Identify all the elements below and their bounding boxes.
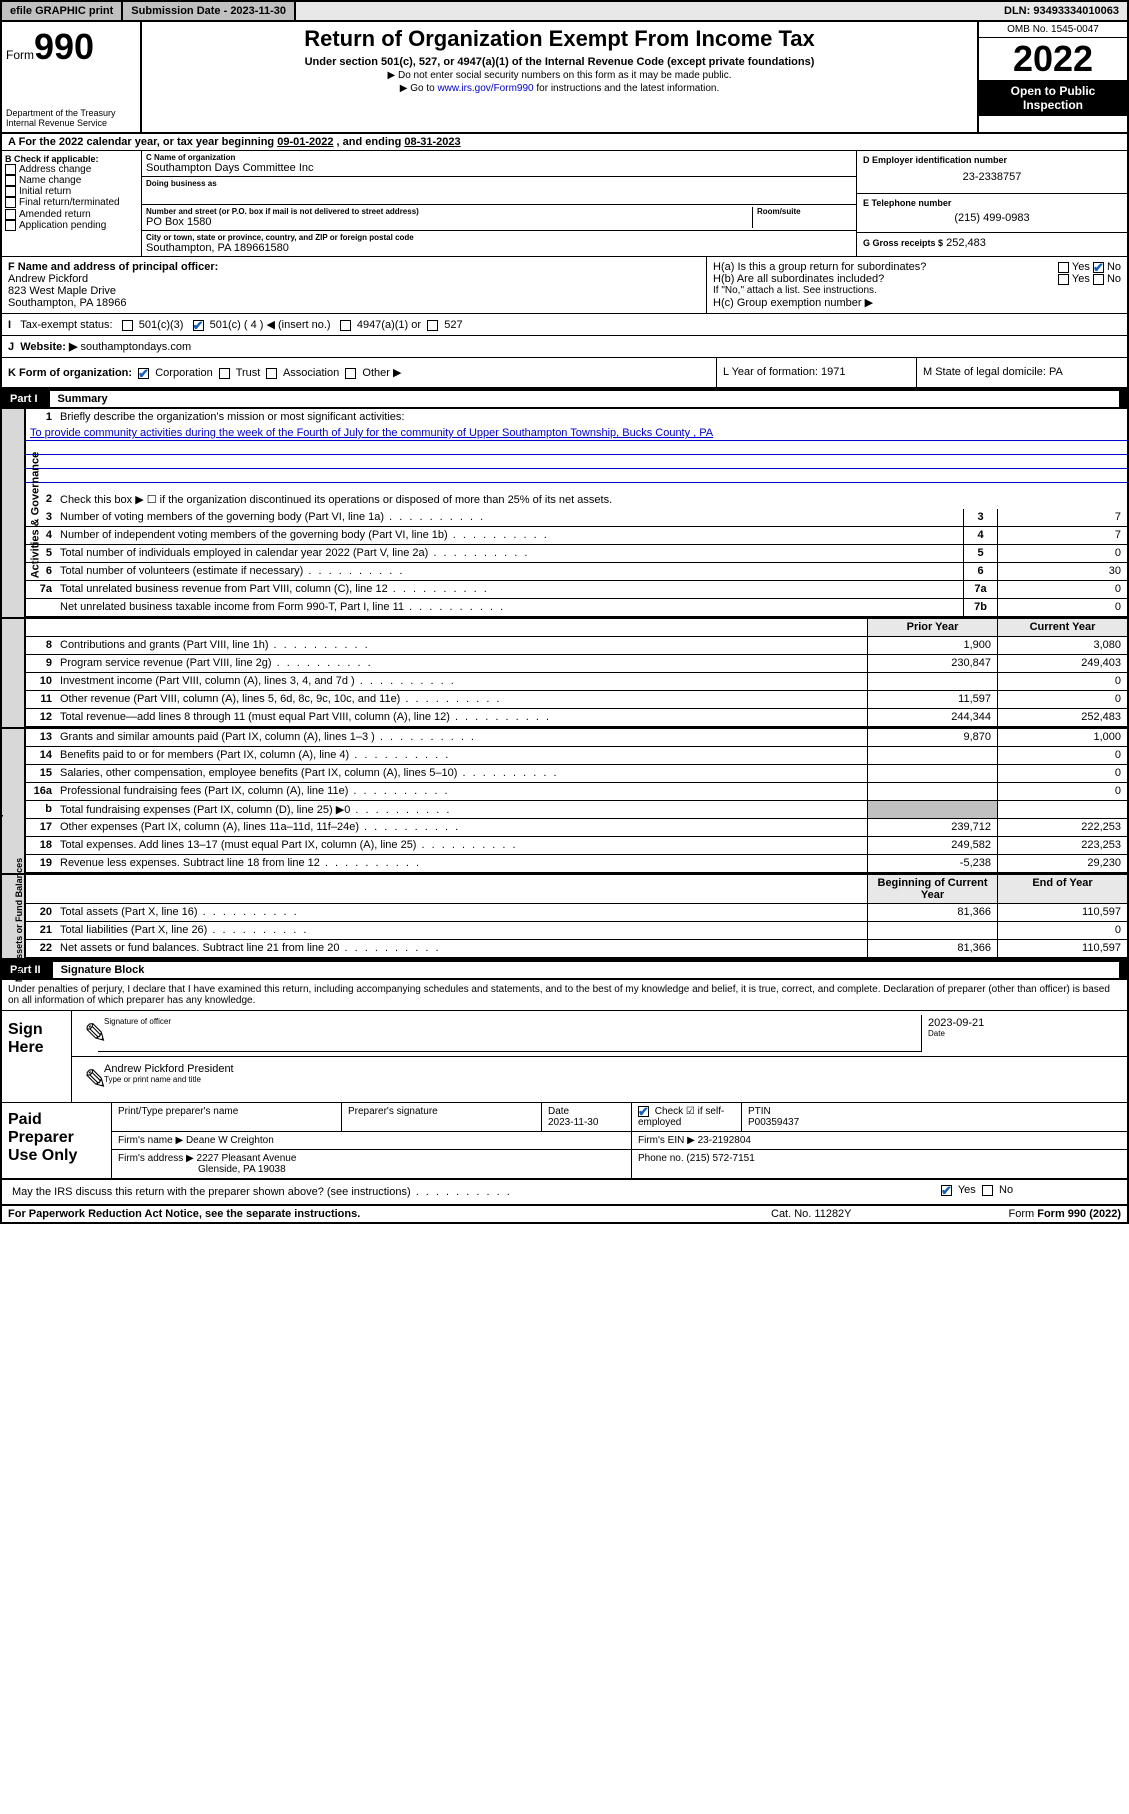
form-990: Form990 Department of the Treasury Inter… — [0, 22, 1129, 1224]
form-header: Form990 Department of the Treasury Inter… — [2, 22, 1127, 134]
ein: 23-2338757 — [863, 165, 1121, 189]
row-i-tax-status: I Tax-exempt status: 501(c)(3) 501(c) ( … — [2, 314, 1127, 336]
summary-row: 13Grants and similar amounts paid (Part … — [26, 729, 1127, 747]
discuss-row: May the IRS discuss this return with the… — [2, 1180, 1127, 1206]
summary-row: 8Contributions and grants (Part VIII, li… — [26, 637, 1127, 655]
summary-row: 15Salaries, other compensation, employee… — [26, 765, 1127, 783]
year-formation: L Year of formation: 1971 — [717, 358, 917, 387]
col-b-checkboxes: B Check if applicable: Address change Na… — [2, 151, 142, 256]
submission-date-button[interactable]: Submission Date - 2023-11-30 — [123, 2, 296, 20]
check-name-change[interactable]: Name change — [5, 175, 138, 186]
state-domicile: M State of legal domicile: PA — [917, 358, 1127, 387]
summary-row: 22Net assets or fund balances. Subtract … — [26, 940, 1127, 958]
officer-addr1: 823 West Maple Drive — [8, 285, 700, 297]
check-self-employed[interactable] — [638, 1106, 649, 1117]
ptin: P00359437 — [748, 1117, 799, 1128]
summary-row: 6Total number of volunteers (estimate if… — [26, 563, 1127, 581]
part-2-header: Part II Signature Block — [2, 960, 1127, 980]
row-k-l-m: K Form of organization: Corporation Trus… — [2, 358, 1127, 389]
summary-row: 17Other expenses (Part IX, column (A), l… — [26, 819, 1127, 837]
tax-period: A For the 2022 calendar year, or tax yea… — [2, 134, 1127, 151]
summary-row: 16aProfessional fundraising fees (Part I… — [26, 783, 1127, 801]
summary-row: bTotal fundraising expenses (Part IX, co… — [26, 801, 1127, 819]
form-title: Return of Organization Exempt From Incom… — [150, 26, 969, 52]
row-j-website: J Website: ▶ southamptondays.com — [2, 336, 1127, 358]
check-initial-return[interactable]: Initial return — [5, 186, 138, 197]
summary-row: 10Investment income (Part VIII, column (… — [26, 673, 1127, 691]
gross-receipts: 252,483 — [946, 237, 986, 249]
summary-row: 5Total number of individuals employed in… — [26, 545, 1127, 563]
check-corporation[interactable] — [138, 368, 149, 379]
summary-row: 12Total revenue—add lines 8 through 11 (… — [26, 709, 1127, 727]
check-amended[interactable]: Amended return — [5, 209, 138, 220]
officer-addr2: Southampton, PA 18966 — [8, 297, 700, 309]
summary-row: 20Total assets (Part X, line 16)81,36611… — [26, 904, 1127, 922]
street-address: PO Box 1580 — [146, 216, 752, 228]
summary-row: 3Number of voting members of the governi… — [26, 509, 1127, 527]
sign-date: 2023-09-21 — [928, 1017, 1115, 1029]
firm-name: Deane W Creighton — [186, 1135, 274, 1146]
firm-addr1: 2227 Pleasant Avenue — [197, 1153, 297, 1164]
dept-treasury: Department of the Treasury Internal Reve… — [6, 108, 136, 128]
summary-row: 14Benefits paid to or for members (Part … — [26, 747, 1127, 765]
efile-print-button[interactable]: efile GRAPHIC print — [2, 2, 123, 20]
summary-expenses: Expenses 13Grants and similar amounts pa… — [2, 729, 1127, 875]
row-f-h: F Name and address of principal officer:… — [2, 257, 1127, 314]
summary-net-assets: Net Assets or Fund Balances Beginning of… — [2, 875, 1127, 960]
website: southamptondays.com — [80, 341, 191, 353]
instruction-line-2: ▶ Go to www.irs.gov/Form990 for instruct… — [150, 83, 969, 94]
form-subtitle: Under section 501(c), 527, or 4947(a)(1)… — [150, 56, 969, 68]
summary-row: 21Total liabilities (Part X, line 26)0 — [26, 922, 1127, 940]
prep-date: 2023-11-30 — [548, 1117, 598, 1128]
top-toolbar: efile GRAPHIC print Submission Date - 20… — [0, 0, 1129, 22]
summary-row: Net unrelated business taxable income fr… — [26, 599, 1127, 617]
telephone: (215) 499-0983 — [863, 208, 1121, 228]
signer-name: Andrew Pickford President — [104, 1063, 1115, 1075]
summary-row: 11Other revenue (Part VIII, column (A), … — [26, 691, 1127, 709]
page-footer: For Paperwork Reduction Act Notice, see … — [2, 1206, 1127, 1222]
check-address-change[interactable]: Address change — [5, 164, 138, 175]
open-inspection: Open to Public Inspection — [979, 80, 1127, 116]
penalty-statement: Under penalties of perjury, I declare th… — [2, 980, 1127, 1011]
firm-phone: (215) 572-7151 — [686, 1153, 754, 1164]
summary-row: 4Number of independent voting members of… — [26, 527, 1127, 545]
form-number: 990 — [34, 26, 94, 67]
summary-row: 18Total expenses. Add lines 13–17 (must … — [26, 837, 1127, 855]
check-final-return[interactable]: Final return/terminated — [5, 197, 138, 208]
summary-row: 19Revenue less expenses. Subtract line 1… — [26, 855, 1127, 873]
col-c-org-info: C Name of organizationSouthampton Days C… — [142, 151, 857, 256]
summary-governance: Activities & Governance 1Briefly describ… — [2, 409, 1127, 619]
check-501c[interactable] — [193, 320, 204, 331]
summary-revenue: Revenue Prior YearCurrent Year 8Contribu… — [2, 619, 1127, 729]
instruction-line-1: ▶ Do not enter social security numbers o… — [150, 70, 969, 81]
discuss-yes[interactable] — [941, 1185, 952, 1196]
firm-addr2: Glenside, PA 19038 — [198, 1164, 286, 1175]
paid-preparer: Paid Preparer Use Only Print/Type prepar… — [2, 1103, 1127, 1180]
check-pending[interactable]: Application pending — [5, 220, 138, 231]
firm-ein: 23-2192804 — [698, 1135, 751, 1146]
sign-here-row: Sign Here ✎ Signature of officer 2023-09… — [2, 1011, 1127, 1103]
discuss-no[interactable] — [982, 1185, 993, 1196]
city-state-zip: Southampton, PA 189661580 — [146, 242, 852, 254]
col-d-e-g: D Employer identification number23-23387… — [857, 151, 1127, 256]
org-name: Southampton Days Committee Inc — [146, 162, 852, 174]
irs-link[interactable]: www.irs.gov/Form990 — [437, 83, 533, 94]
summary-row: 9Program service revenue (Part VIII, lin… — [26, 655, 1127, 673]
tax-year: 2022 — [979, 38, 1127, 80]
omb-number: OMB No. 1545-0047 — [979, 22, 1127, 38]
dln-label: DLN: 93493334010063 — [996, 2, 1127, 20]
officer-name: Andrew Pickford — [8, 273, 700, 285]
mission-text: To provide community activities during t… — [30, 427, 713, 439]
form-word: Form — [6, 48, 34, 62]
summary-row: 7aTotal unrelated business revenue from … — [26, 581, 1127, 599]
part-1-header: Part I Summary — [2, 389, 1127, 409]
section-b-c-d: B Check if applicable: Address change Na… — [2, 151, 1127, 257]
